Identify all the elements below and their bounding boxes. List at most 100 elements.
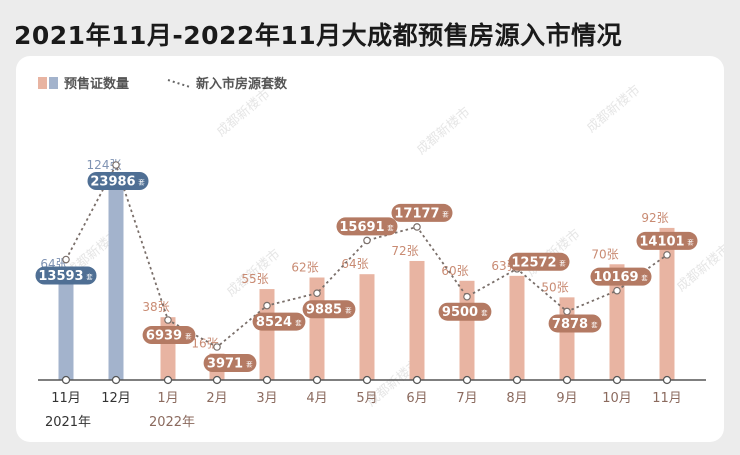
line-point-0 [62, 255, 70, 264]
line-value-label-6: 15691 [339, 220, 384, 235]
chart-svg: 成都新楼市成都新楼市成都新楼市成都新楼市成都新楼市成都新楼市成都新楼市成都新楼市… [35, 76, 724, 430]
line-point-12 [663, 251, 671, 259]
line-unit-label-8: 套 [481, 308, 488, 317]
x-tick-label-11: 10月 [602, 391, 632, 406]
axis-tick-6 [362, 375, 372, 385]
bar-label-10: 50张 [541, 280, 568, 294]
chart-title: 2021年11月-2022年11月大成都预售房源入市情况 [14, 21, 623, 50]
x-tick-label-5: 4月 [306, 391, 327, 406]
line-pill-5: 9885 套 [302, 300, 356, 319]
x-tick-label-8: 7月 [456, 391, 477, 406]
line-pill-bg-5 [302, 300, 356, 319]
watermark-text: 成都新楼市 [413, 104, 473, 158]
x-tick-label-10: 9月 [556, 391, 577, 406]
axis-tick-4 [262, 375, 272, 385]
line-value-label-12: 14101 [639, 234, 684, 249]
line-value-label-0: 13593 [38, 269, 83, 284]
line-point-10 [563, 307, 571, 316]
bar-7 [409, 260, 425, 380]
line-point-7 [413, 223, 421, 231]
line-point-4 [263, 301, 271, 310]
line-unit-label-4: 套 [295, 318, 302, 327]
line-value-label-1: 23986 [90, 175, 135, 190]
line-pill-9: 12572 套 [508, 252, 570, 271]
axis-tick-9 [512, 375, 522, 385]
bar-label-7: 72张 [391, 244, 418, 258]
bar-label-11: 70张 [591, 247, 618, 261]
line-pill-3: 3971 套 [203, 354, 257, 372]
legend-line-sample [167, 79, 191, 88]
bar-11 [609, 264, 625, 380]
line-value-label-3: 3971 [207, 357, 243, 372]
chart-card: 成都新楼市成都新楼市成都新楼市成都新楼市成都新楼市成都新楼市成都新楼市成都新楼市… [16, 56, 724, 442]
line-unit-label-2: 套 [185, 332, 192, 341]
line-unit-label-12: 套 [687, 237, 694, 246]
line-pill-bg-6 [336, 217, 398, 236]
line-pill-7: 17177 套 [391, 203, 453, 222]
watermark-text: 成都新楼市 [583, 82, 643, 136]
line-pill-12: 14101 套 [636, 231, 698, 250]
bar-label-12: 92张 [641, 211, 668, 225]
x-tick-label-2: 1月 [157, 391, 178, 406]
line-pill-0: 13593 套 [35, 266, 97, 285]
line-pill-bg-4 [252, 312, 306, 331]
line-value-label-7: 17177 [394, 206, 439, 221]
line-point-1 [112, 161, 120, 169]
line-unit-label-11: 套 [641, 273, 648, 282]
x-tick-label-1: 12月 [101, 391, 131, 406]
line-pill-bg-9 [508, 252, 570, 271]
legend-line-label: 新入市房源套数 [196, 76, 288, 92]
line-unit-label-3: 套 [246, 360, 253, 369]
bar-label-1: 124张 [87, 158, 122, 172]
line-pill-6: 15691 套 [336, 217, 398, 236]
line-point-2 [164, 316, 172, 324]
x-tick-label-7: 6月 [406, 391, 427, 406]
line-pill-bg-7 [391, 203, 453, 222]
line-pill-11: 10169 套 [590, 267, 652, 286]
x-tick-label-6: 5月 [356, 391, 377, 406]
line-pill-bg-12 [636, 231, 698, 250]
line-pill-2: 6939 套 [142, 326, 196, 345]
legend-swatch-2022 [38, 77, 47, 89]
line-value-label-5: 9885 [306, 303, 342, 318]
bar-1 [108, 175, 124, 380]
line-value-label-8: 9500 [442, 305, 478, 320]
bar-label-6: 64张 [341, 257, 368, 271]
bar-6 [359, 274, 375, 380]
x-tick-label-4: 3月 [256, 391, 277, 406]
line-pill-10: 7878 套 [548, 314, 602, 333]
line-pill-bg-1 [87, 172, 149, 190]
line-value-label-10: 7878 [552, 317, 588, 332]
line-unit-label-5: 套 [345, 306, 352, 315]
line-point-5 [313, 289, 321, 298]
axis-tick-8 [462, 375, 472, 385]
line-pill-4: 8524 套 [252, 312, 306, 331]
bar-label-8: 60张 [441, 264, 468, 278]
axis-tick-11 [612, 375, 622, 385]
bar-label-3: 16张 [191, 337, 218, 351]
axis-tick-1 [111, 375, 121, 385]
year-label-2021: 2021年 [45, 415, 91, 430]
axis-tick-10 [562, 375, 572, 385]
year-label-2022: 2022年 [149, 415, 195, 430]
bar-12 [659, 227, 675, 380]
line-value-label-4: 8524 [256, 315, 292, 330]
bar-4 [259, 289, 275, 380]
line-pill-bg-11 [590, 267, 652, 286]
line-pill-8: 9500 套 [438, 302, 492, 321]
bar-label-5: 62张 [291, 261, 318, 275]
watermark-text: 成都新楼市 [213, 86, 273, 140]
x-tick-label-3: 2月 [206, 391, 227, 406]
line-unit-label-6: 套 [387, 223, 394, 232]
line-pill-1: 23986 套 [87, 172, 149, 190]
line-point-6 [363, 236, 371, 245]
line-point-11 [613, 286, 621, 295]
line-value-label-11: 10169 [593, 270, 638, 285]
x-tick-label-9: 8月 [506, 391, 527, 406]
bar-label-4: 55张 [241, 272, 268, 286]
bar-9 [509, 275, 525, 380]
axis-tick-0 [61, 375, 71, 385]
axis-tick-2 [163, 375, 173, 385]
line-point-3 [213, 343, 221, 351]
bar-0 [58, 274, 74, 380]
